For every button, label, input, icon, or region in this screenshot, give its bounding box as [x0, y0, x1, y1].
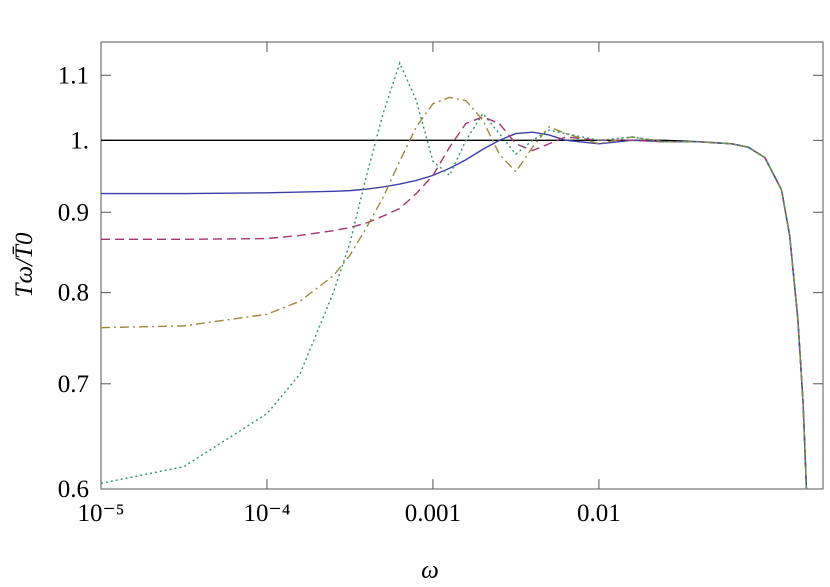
plot-frame	[100, 41, 824, 490]
x-tick-label: 0.001	[405, 500, 461, 527]
plot-area	[101, 61, 808, 489]
x-tick-label: 10⁻⁵	[78, 500, 125, 527]
series-line	[101, 116, 808, 489]
series-line	[101, 139, 808, 489]
series-line	[101, 96, 808, 489]
y-tick-label: 1.1	[58, 62, 89, 89]
y-tick-label: 0.7	[58, 371, 89, 398]
x-tick-label: 10⁻⁴	[244, 500, 291, 527]
x-axis-label: ω	[421, 557, 439, 584]
series-line	[101, 61, 808, 489]
y-axis-label: Tω/T̄0	[11, 232, 38, 297]
y-tick-label: 0.6	[58, 476, 89, 503]
y-tick-label: 1.	[70, 127, 89, 154]
y-tick-label: 0.9	[58, 199, 89, 226]
x-tick-label: 0.01	[577, 500, 621, 527]
series-line	[101, 131, 808, 489]
y-tick-label: 0.8	[58, 280, 89, 307]
